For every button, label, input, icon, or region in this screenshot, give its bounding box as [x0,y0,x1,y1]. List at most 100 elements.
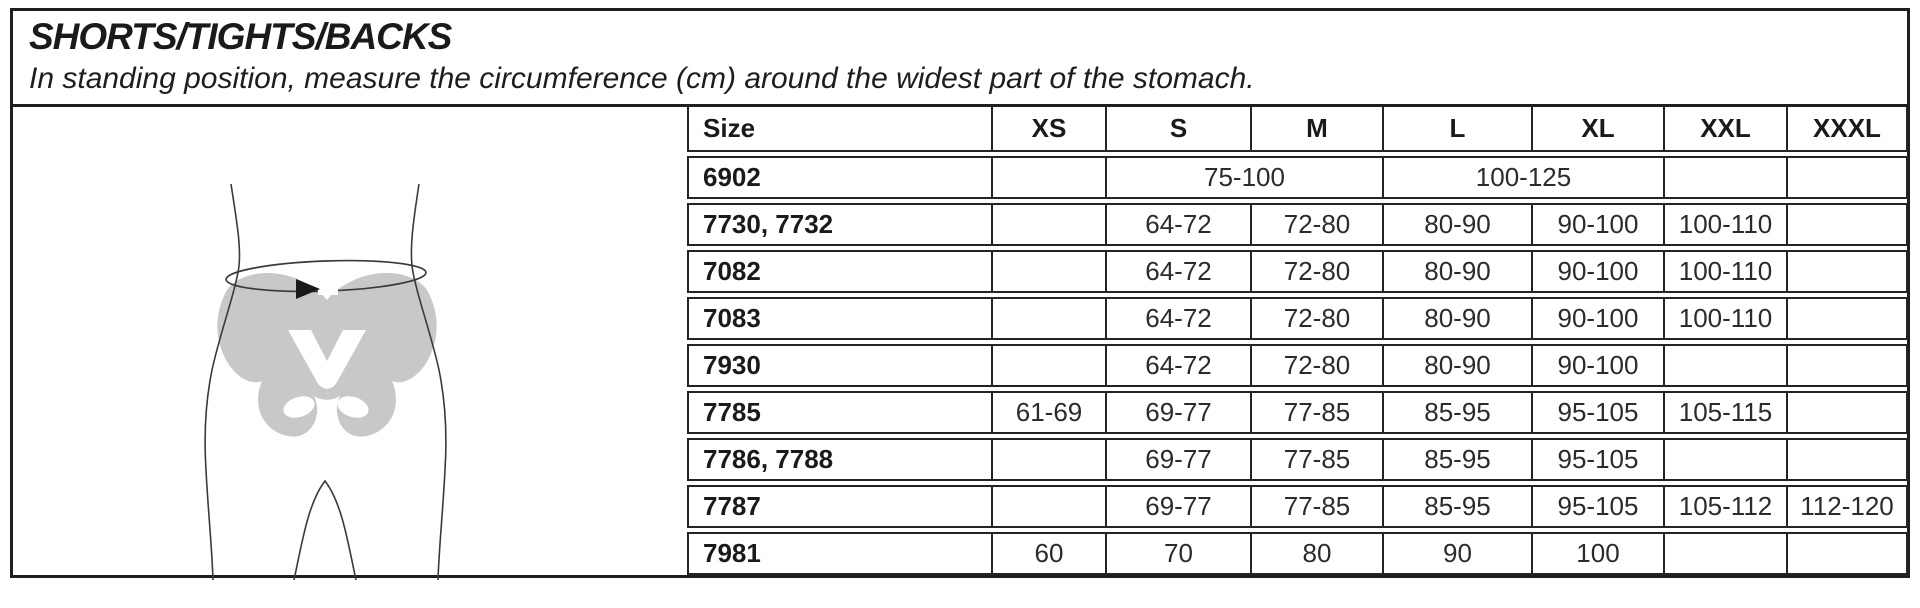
value-cell: 64-72 [1105,344,1250,387]
value-cell [1663,344,1786,387]
value-cell: 70 [1105,532,1250,575]
value-cell: 90-100 [1531,297,1663,340]
measure-direction-arrow [296,279,320,299]
value-cell [1786,438,1908,481]
value-cell: 80-90 [1382,297,1531,340]
size-cell: 6902 [687,156,991,199]
value-cell: 80-90 [1382,344,1531,387]
value-cell: 85-95 [1382,485,1531,528]
size-cell: 7785 [687,391,991,434]
value-cell: 64-72 [1105,250,1250,293]
table-row: 6902 75-100 100-125 [687,156,1908,199]
size-cell: 7786, 7788 [687,438,991,481]
value-cell: 69-77 [1105,391,1250,434]
value-cell: 100 [1531,532,1663,575]
value-cell: 80 [1250,532,1382,575]
table-row: 7787 69-77 77-85 85-95 95-105 105-112 11… [687,485,1908,528]
table-row: 7786, 7788 69-77 77-85 85-95 95-105 [687,438,1908,481]
value-cell: 64-72 [1105,297,1250,340]
value-cell [1786,344,1908,387]
value-cell [991,203,1105,246]
table-row: 7082 64-72 72-80 80-90 90-100 100-110 [687,250,1908,293]
value-cell: 77-85 [1250,391,1382,434]
value-cell: 61-69 [991,391,1105,434]
size-table: Size XS S M L XL XXL XXXL 6902 75-100 10… [687,103,1908,579]
size-cell: 7981 [687,532,991,575]
column-header-xs: XS [991,107,1105,152]
column-header-xxl: XXL [1663,107,1786,152]
table-row: 7083 64-72 72-80 80-90 90-100 100-110 [687,297,1908,340]
value-cell: 69-77 [1105,438,1250,481]
value-cell [1786,156,1908,199]
value-cell [1663,532,1786,575]
value-cell: 72-80 [1250,250,1382,293]
value-cell: 60 [991,532,1105,575]
value-cell: 77-85 [1250,438,1382,481]
value-cell: 64-72 [1105,203,1250,246]
size-cell: 7083 [687,297,991,340]
value-cell [991,156,1105,199]
pelvis-right-foramen [337,396,369,418]
value-cell: 105-115 [1663,391,1786,434]
body-outline-right [410,183,447,580]
value-cell: 72-80 [1250,297,1382,340]
size-cell: 7730, 7732 [687,203,991,246]
value-cell: 105-112 [1663,485,1786,528]
value-cell: 95-105 [1531,391,1663,434]
value-cell [1786,532,1908,575]
value-cell: 85-95 [1382,391,1531,434]
value-cell: 100-110 [1663,297,1786,340]
value-cell: 85-95 [1382,438,1531,481]
size-cell: 7930 [687,344,991,387]
waist-measurement-illustration [204,183,447,580]
measurement-line-gap [318,282,338,295]
size-cell: 7082 [687,250,991,293]
value-cell: 69-77 [1105,485,1250,528]
value-cell [1786,203,1908,246]
body-outline-crotch [293,479,357,580]
value-cell [1663,156,1786,199]
pelvis-shape [217,273,437,437]
value-cell [1786,297,1908,340]
value-cell: 100-110 [1663,203,1786,246]
table-row: 7785 61-69 69-77 77-85 85-95 95-105 105-… [687,391,1908,434]
value-cell: 90-100 [1531,344,1663,387]
value-cell: 95-105 [1531,485,1663,528]
page-title: SHORTS/TIGHTS/BACKS [29,16,452,57]
table-row: 7930 64-72 72-80 80-90 90-100 [687,344,1908,387]
column-header-m: M [1250,107,1382,152]
column-header-xl: XL [1531,107,1663,152]
value-cell: 90 [1382,532,1531,575]
column-header-l: L [1382,107,1531,152]
value-cell: 95-105 [1531,438,1663,481]
value-cell: 77-85 [1250,485,1382,528]
body-outline-left [204,183,241,580]
value-cell [991,297,1105,340]
value-cell: 80-90 [1382,250,1531,293]
value-cell: 90-100 [1531,250,1663,293]
table-row: 7981 60 70 80 90 100 [687,532,1908,575]
pelvis-v-notch [288,330,366,389]
column-header-xxxl: XXXL [1786,107,1908,152]
value-cell [991,438,1105,481]
table-row: 7730, 7732 64-72 72-80 80-90 90-100 100-… [687,203,1908,246]
value-cell [1663,438,1786,481]
value-cell: 72-80 [1250,203,1382,246]
value-cell [991,250,1105,293]
title-box: SHORTS/TIGHTS/BACKS In standing position… [10,8,1910,104]
value-cell: 72-80 [1250,344,1382,387]
value-cell: 100-125 [1382,156,1663,199]
value-cell: 100-110 [1663,250,1786,293]
value-cell [991,485,1105,528]
value-cell [991,344,1105,387]
measurement-instruction: In standing position, measure the circum… [29,62,1255,95]
size-cell: 7787 [687,485,991,528]
value-cell [1786,250,1908,293]
pelvis-left-foramen [283,396,315,418]
value-cell: 112-120 [1786,485,1908,528]
column-header-s: S [1105,107,1250,152]
table-header-row: Size XS S M L XL XXL XXXL [687,107,1908,152]
value-cell: 75-100 [1105,156,1382,199]
column-header-size: Size [687,107,991,152]
